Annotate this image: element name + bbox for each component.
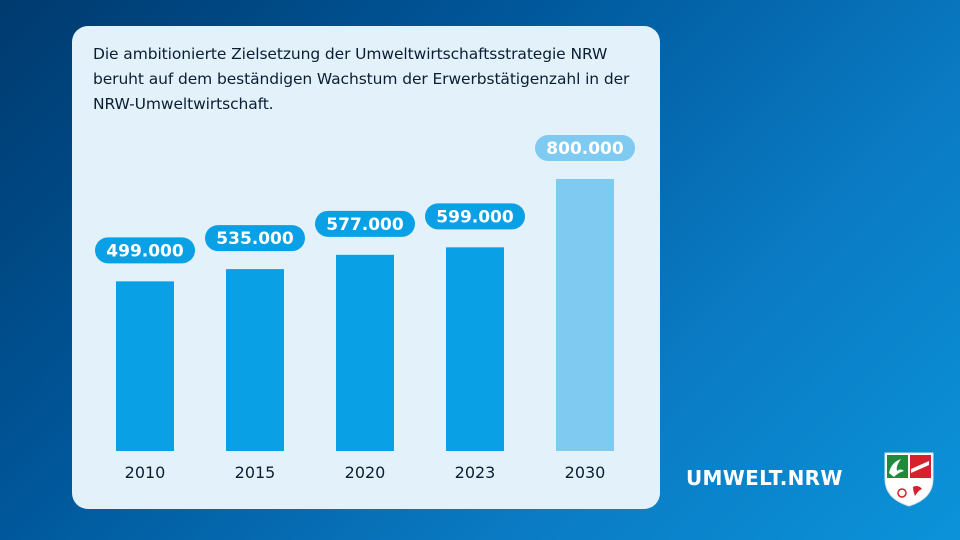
bar-2030: [556, 179, 614, 451]
bar-2023: [446, 247, 504, 451]
value-label-pill-2030: [535, 135, 635, 161]
value-label-2015: 535.000: [216, 229, 294, 249]
chart-card: Die ambitionierte Zielsetzung der Umwelt…: [72, 26, 660, 509]
category-label-2023: 2023: [455, 463, 496, 482]
bar-chart: 499.000 2010 535.000 2015 577.000 2020 599.000…: [95, 135, 635, 482]
value-label-pill-2010: [95, 237, 195, 264]
category-label-2015: 2015: [235, 463, 276, 482]
value-label-pill-2023: [425, 203, 525, 230]
category-label-2030: 2030: [565, 463, 606, 482]
category-label-2010: 2010: [125, 463, 166, 482]
brand-wordmark: UMWELT.NRW: [686, 466, 843, 490]
value-label-2023: 599.000: [436, 207, 514, 227]
value-label-2030: 800.000: [546, 139, 624, 159]
bar-2015: [226, 269, 284, 451]
value-label-2010: 499.000: [106, 241, 184, 261]
value-label-pill-2020: [315, 210, 415, 237]
category-label-2020: 2020: [345, 463, 386, 482]
bar-2020: [336, 254, 394, 451]
value-label-pill-2015: [205, 225, 305, 252]
value-label-2020: 577.000: [326, 215, 404, 235]
nrw-coat-of-arms-icon: [884, 452, 934, 507]
chart-headline: Die ambitionierte Zielsetzung der Umwelt…: [93, 45, 630, 113]
bar-2010: [116, 281, 174, 451]
